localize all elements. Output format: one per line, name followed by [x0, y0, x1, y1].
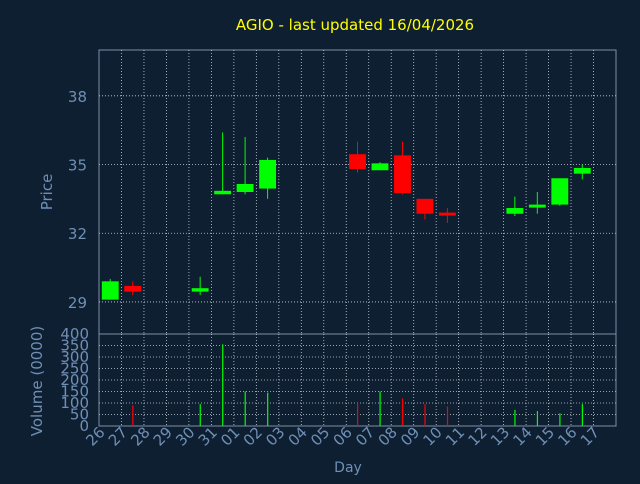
volume-axis-label: Volume (0000) — [28, 326, 46, 436]
candle-body — [438, 212, 456, 216]
volume-bar — [132, 405, 134, 426]
volume-bar — [199, 404, 201, 426]
candle-body — [394, 155, 411, 194]
price-axis-label: Price — [38, 174, 56, 211]
candle-body — [259, 159, 277, 189]
volume-bar — [244, 391, 246, 426]
candle-body — [191, 288, 209, 292]
price-tick-label: 38 — [68, 88, 87, 106]
candle-body — [506, 208, 524, 214]
volume-bar — [424, 404, 426, 426]
price-tick-label: 35 — [68, 157, 87, 175]
volume-tick-label: 400 — [60, 325, 89, 343]
x-tick-labels: 2627282930310102030405060708091011121314… — [82, 423, 603, 449]
volume-bar — [514, 409, 516, 426]
volume-tick-label: 50 — [70, 406, 89, 424]
volume-tick-label: 200 — [60, 371, 89, 389]
volume-bar — [446, 406, 449, 426]
candle-body — [371, 163, 389, 171]
day-axis-label: Day — [334, 460, 362, 476]
volume-bar — [357, 403, 359, 426]
price-frame — [98, 49, 617, 335]
candle-body — [551, 178, 569, 205]
volume-bar — [401, 398, 404, 426]
volume-bar — [559, 413, 561, 426]
candle-body — [416, 198, 434, 214]
volume-tick-label: 250 — [60, 360, 89, 378]
candle-body — [349, 154, 366, 170]
price-panel: 29 32 35 38 — [68, 49, 617, 335]
candle-body — [124, 285, 142, 292]
day-tick-label: 17 — [577, 423, 603, 449]
volume-tick-label: 0 — [79, 417, 89, 435]
price-tick-label: 32 — [68, 225, 87, 243]
volume-bar — [222, 344, 224, 426]
volume-bar — [267, 392, 269, 426]
volume-bar — [581, 404, 583, 426]
volume-tick-label: 100 — [60, 394, 89, 412]
volume-tick-label: 150 — [60, 383, 89, 401]
volume-bar — [379, 391, 381, 426]
candle-body — [214, 190, 232, 195]
price-tick-label: 29 — [68, 294, 87, 312]
candle-body — [573, 167, 591, 174]
candle-body — [101, 281, 119, 300]
candle-body — [528, 204, 546, 208]
volume-tick-label: 300 — [60, 348, 89, 366]
volume-bar — [536, 411, 539, 426]
chart-title: AGIO - last updated 16/04/2026 — [236, 16, 474, 34]
volume-tick-label: 350 — [60, 337, 89, 355]
candle-body — [236, 183, 254, 192]
